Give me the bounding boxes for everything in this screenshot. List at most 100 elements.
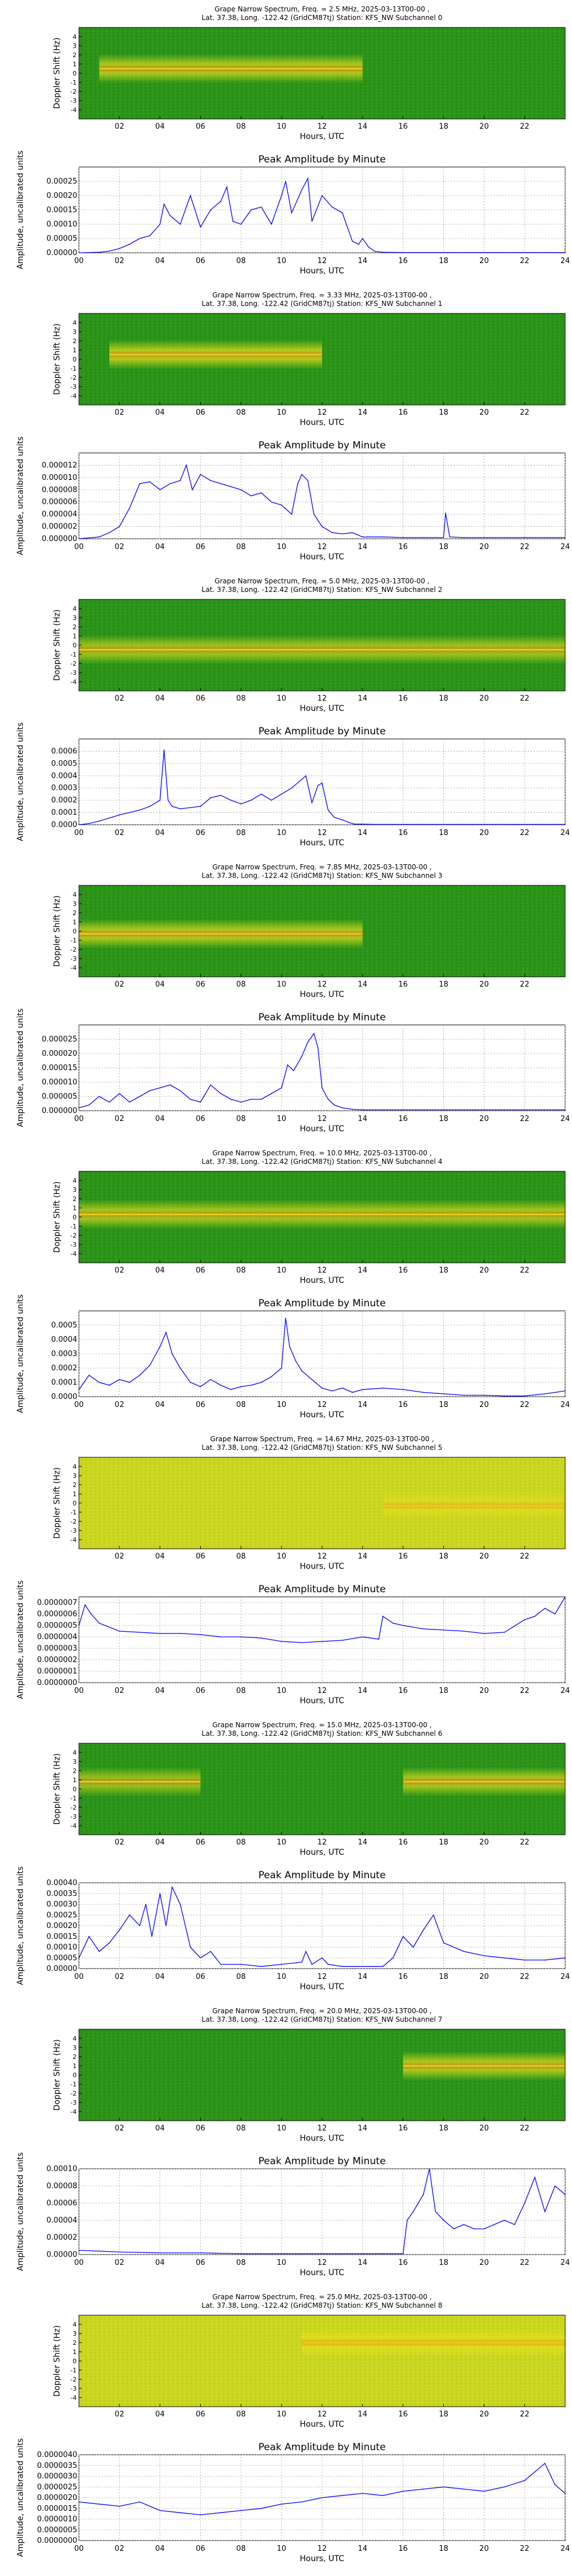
amplitude-xtick-label: 04 [155, 1401, 165, 1409]
amplitude-series-line [78, 1318, 566, 1397]
amplitude-data-point [352, 532, 353, 534]
spectrum-subtitle: Lat. 37.38, Long. -122.42 (GridCM87tj) S… [202, 1444, 443, 1452]
amplitude-data-point [311, 802, 313, 804]
amplitude-data-point [565, 1596, 566, 1597]
spectrum-xtick-label: 02 [115, 694, 125, 703]
spectrum-subtitle: Lat. 37.38, Long. -122.42 (GridCM87tj) S… [202, 300, 443, 308]
amplitude-ytick-label: 0.00005 [46, 1954, 77, 1962]
spectrum-xtick-label: 14 [358, 694, 368, 703]
amplitude-data-point [443, 252, 444, 253]
amplitude-xtick-label: 02 [115, 257, 125, 265]
amplitude-data-point [281, 2503, 282, 2505]
amplitude-data-point [443, 1629, 444, 1631]
amplitude-data-point [311, 1379, 313, 1380]
amplitude-data-point [348, 821, 349, 823]
amplitude-data-point [362, 1389, 363, 1390]
amplitude-data-point [565, 2194, 566, 2195]
amplitude-data-point [565, 252, 566, 253]
amplitude-data-point [341, 533, 343, 535]
amplitude-data-point [483, 252, 485, 253]
amplitude-data-point [301, 474, 303, 475]
amplitude-data-point [382, 252, 384, 253]
amplitude-xtick-label: 08 [236, 1973, 246, 1981]
amplitude-data-point [119, 814, 120, 816]
spectrum-xtick-label: 14 [358, 2410, 368, 2419]
spectrum-xlabel: Hours, UTC [300, 1276, 344, 1285]
amplitude-data-point [362, 238, 363, 239]
spectrum-ytick-label: -2 [70, 88, 77, 96]
spectrum-xtick-label: 02 [115, 122, 125, 131]
spectrum-xtick-label: 20 [479, 2410, 489, 2419]
amplitude-ytick-label: 0.0000005 [37, 1621, 77, 1630]
amplitude-ytick-label: 0.0000000 [37, 2537, 77, 2545]
amplitude-data-point [287, 1064, 288, 1066]
amplitude-xtick-label: 16 [398, 1401, 408, 1409]
spectrum-xtick-label: 22 [520, 1552, 530, 1561]
amplitude-ytick-label: 0.0004 [51, 1335, 78, 1344]
amplitude-data-point [200, 1957, 201, 1959]
amplitude-ytick-label: 0.00010 [46, 2165, 77, 2173]
amplitude-ytick-label: 0.00000 [46, 1965, 77, 1973]
amplitude-data-point [362, 2253, 363, 2255]
amplitude-data-point [139, 483, 141, 484]
amplitude-data-point [159, 1346, 161, 1347]
spectrum-xtick-label: 02 [115, 1552, 125, 1561]
amplitude-ytick-label: 0.0000040 [37, 2451, 77, 2459]
spectrum-ytick-label: 4 [73, 605, 77, 613]
amplitude-data-point [109, 1942, 110, 1943]
amplitude-ytick-label: 0.0000030 [37, 2472, 77, 2481]
amplitude-data-point [271, 1376, 272, 1377]
amplitude-data-point [402, 252, 404, 253]
amplitude-data-point [260, 2507, 262, 2509]
amplitude-data-point [251, 1385, 252, 1386]
amplitude-ytick-label: 0.0004 [51, 772, 78, 780]
amplitude-xtick-label: 22 [520, 1687, 530, 1695]
amplitude-ytick-label: 0.000002 [42, 523, 77, 531]
amplitude-ytick-label: 0.0001 [51, 809, 78, 817]
amplitude-xtick-label: 24 [561, 257, 570, 265]
amplitude-data-point [139, 1632, 141, 1633]
amplitude-xtick-label: 16 [398, 829, 408, 837]
amplitude-data-point [321, 2497, 323, 2498]
amplitude-data-point [200, 806, 201, 807]
amplitude-data-point [544, 2463, 546, 2464]
spectrum-ytick-label: -2 [70, 1518, 77, 1525]
amplitude-xtick-label: 20 [479, 2259, 489, 2267]
amplitude-data-point [503, 2220, 505, 2221]
amplitude-data-point [240, 2253, 242, 2255]
amplitude-data-point [139, 238, 141, 239]
amplitude-data-point [402, 1109, 404, 1111]
amplitude-data-point [443, 537, 444, 538]
amplitude-xtick-label: 02 [115, 1687, 125, 1695]
spectrum-ytick-label: -3 [70, 669, 77, 677]
amplitude-data-point [565, 537, 566, 538]
amplitude-xlabel: Hours, UTC [300, 2554, 344, 2563]
amplitude-data-point [281, 1367, 282, 1369]
amplitude-data-point [449, 536, 450, 538]
amplitude-data-point [357, 244, 359, 245]
amplitude-xtick-label: 06 [196, 1687, 205, 1695]
spectrum-xlabel: Hours, UTC [300, 2420, 344, 2429]
spectrum-ytick-label: -4 [70, 106, 77, 114]
amplitude-series-line [78, 1886, 566, 1967]
spectrum-ylabel: Doppler Shift (Hz) [53, 1182, 62, 1253]
amplitude-ytick-label: 0.00035 [46, 1890, 77, 1898]
amplitude-data-point [149, 1365, 150, 1366]
amplitude-data-point [230, 800, 232, 801]
amplitude-xtick-label: 02 [115, 1973, 125, 1981]
amplitude-data-point [524, 1395, 525, 1397]
spectrum-ytick-label: -4 [70, 1536, 77, 1544]
spectrum-ytick-label: -4 [70, 1250, 77, 1258]
amplitude-data-point [149, 806, 150, 807]
amplitude-data-point [88, 1374, 90, 1376]
amplitude-data-point [210, 1084, 212, 1086]
amplitude-xtick-label: 20 [479, 543, 489, 551]
amplitude-data-point [483, 1394, 485, 1396]
amplitude-xtick-label: 22 [520, 257, 530, 265]
spectrum-ytick-label: 1 [73, 633, 77, 640]
amplitude-data-point [321, 195, 323, 196]
amplitude-data-point [435, 2211, 436, 2212]
amplitude-ytick-label: 0.00002 [46, 2233, 77, 2242]
